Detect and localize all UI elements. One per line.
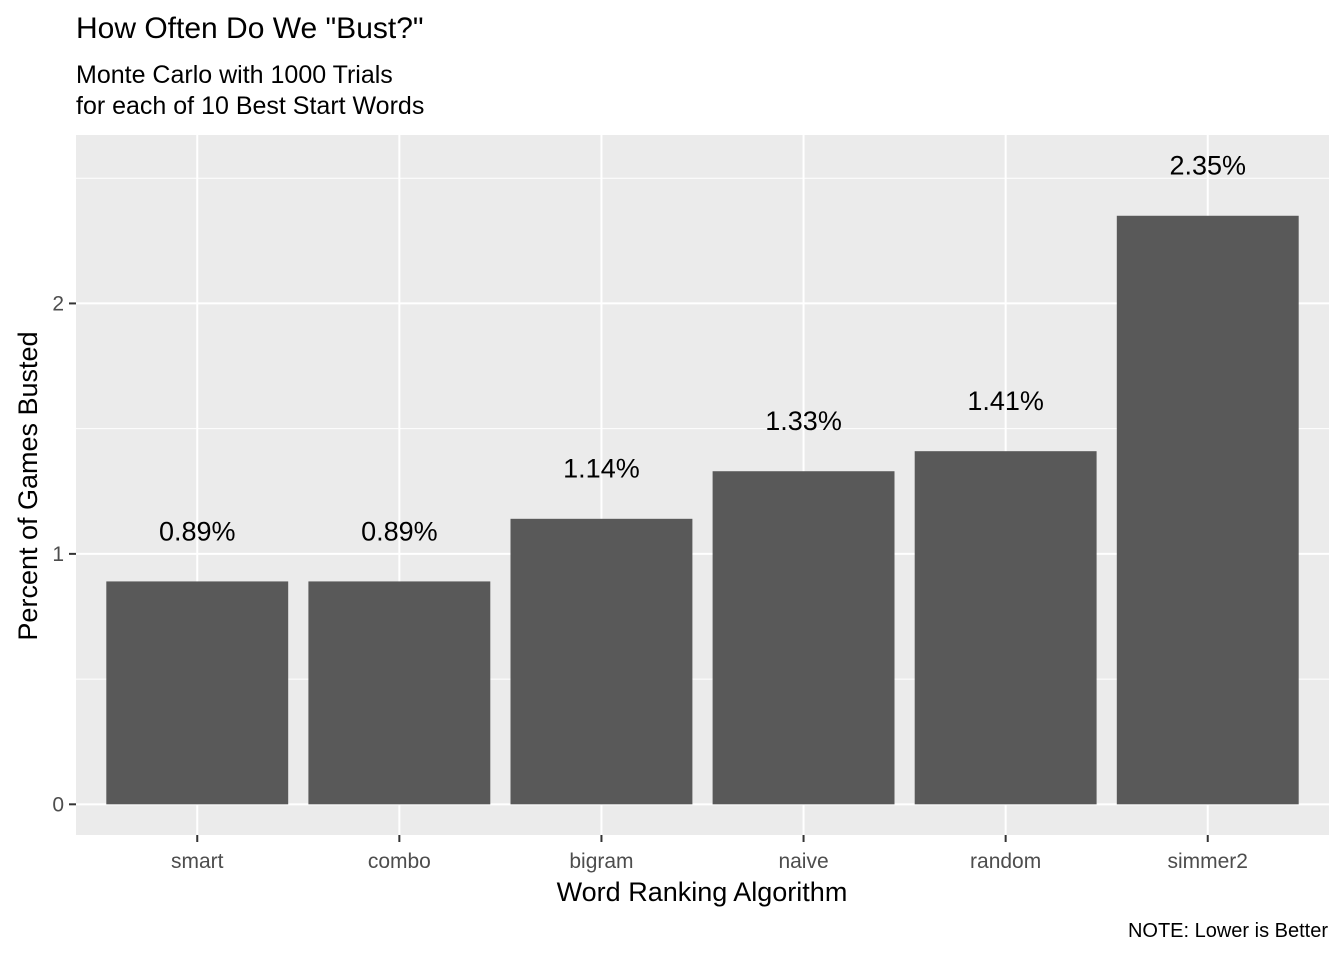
bar-simmer2 <box>1116 215 1299 805</box>
x-axis: smart combo bigram naive random simmer2 <box>171 835 1248 873</box>
y-axis-title: Percent of Games Busted <box>13 331 43 640</box>
subtitle-line-1: Monte Carlo with 1000 Trials <box>76 61 393 89</box>
bar-label-random: 1.41% <box>967 386 1044 416</box>
x-axis-title: Word Ranking Algorithm <box>557 877 848 907</box>
bar-random <box>914 451 1097 805</box>
x-tick-label-combo: combo <box>368 850 431 873</box>
y-tick-label: 2 <box>52 292 64 315</box>
x-tick-label-bigram: bigram <box>569 850 633 873</box>
chart-subtitle: Monte Carlo with 1000 Trials for each of… <box>76 60 424 122</box>
bar-label-bigram: 1.14% <box>563 454 640 484</box>
bar-label-combo: 0.89% <box>361 516 438 546</box>
bars <box>106 215 1299 805</box>
chart-title: How Often Do We "Bust?" <box>76 12 424 45</box>
x-tick-label-random: random <box>970 850 1041 873</box>
y-tick-label: 1 <box>52 543 64 566</box>
bar-bigram <box>510 518 693 805</box>
bar-combo <box>308 581 491 805</box>
y-tick-label: 0 <box>52 793 64 816</box>
x-tick-label-naive: naive <box>778 850 828 873</box>
x-tick-label-smart: smart <box>171 850 224 873</box>
bar-label-smart: 0.89% <box>159 516 236 546</box>
bar-value-labels: 0.89% 0.89% 1.14% 1.33% 1.41% 2.35% <box>159 151 1246 547</box>
bar-smart <box>106 581 289 805</box>
bar-label-naive: 1.33% <box>765 406 842 436</box>
chart-caption: NOTE: Lower is Better <box>1127 920 1328 942</box>
x-tick-label-simmer2: simmer2 <box>1167 850 1248 873</box>
bar-naive <box>712 471 895 805</box>
y-axis: 0 1 2 <box>52 292 76 816</box>
bar-label-simmer2: 2.35% <box>1169 151 1246 181</box>
subtitle-line-2: for each of 10 Best Start Words <box>76 92 425 120</box>
